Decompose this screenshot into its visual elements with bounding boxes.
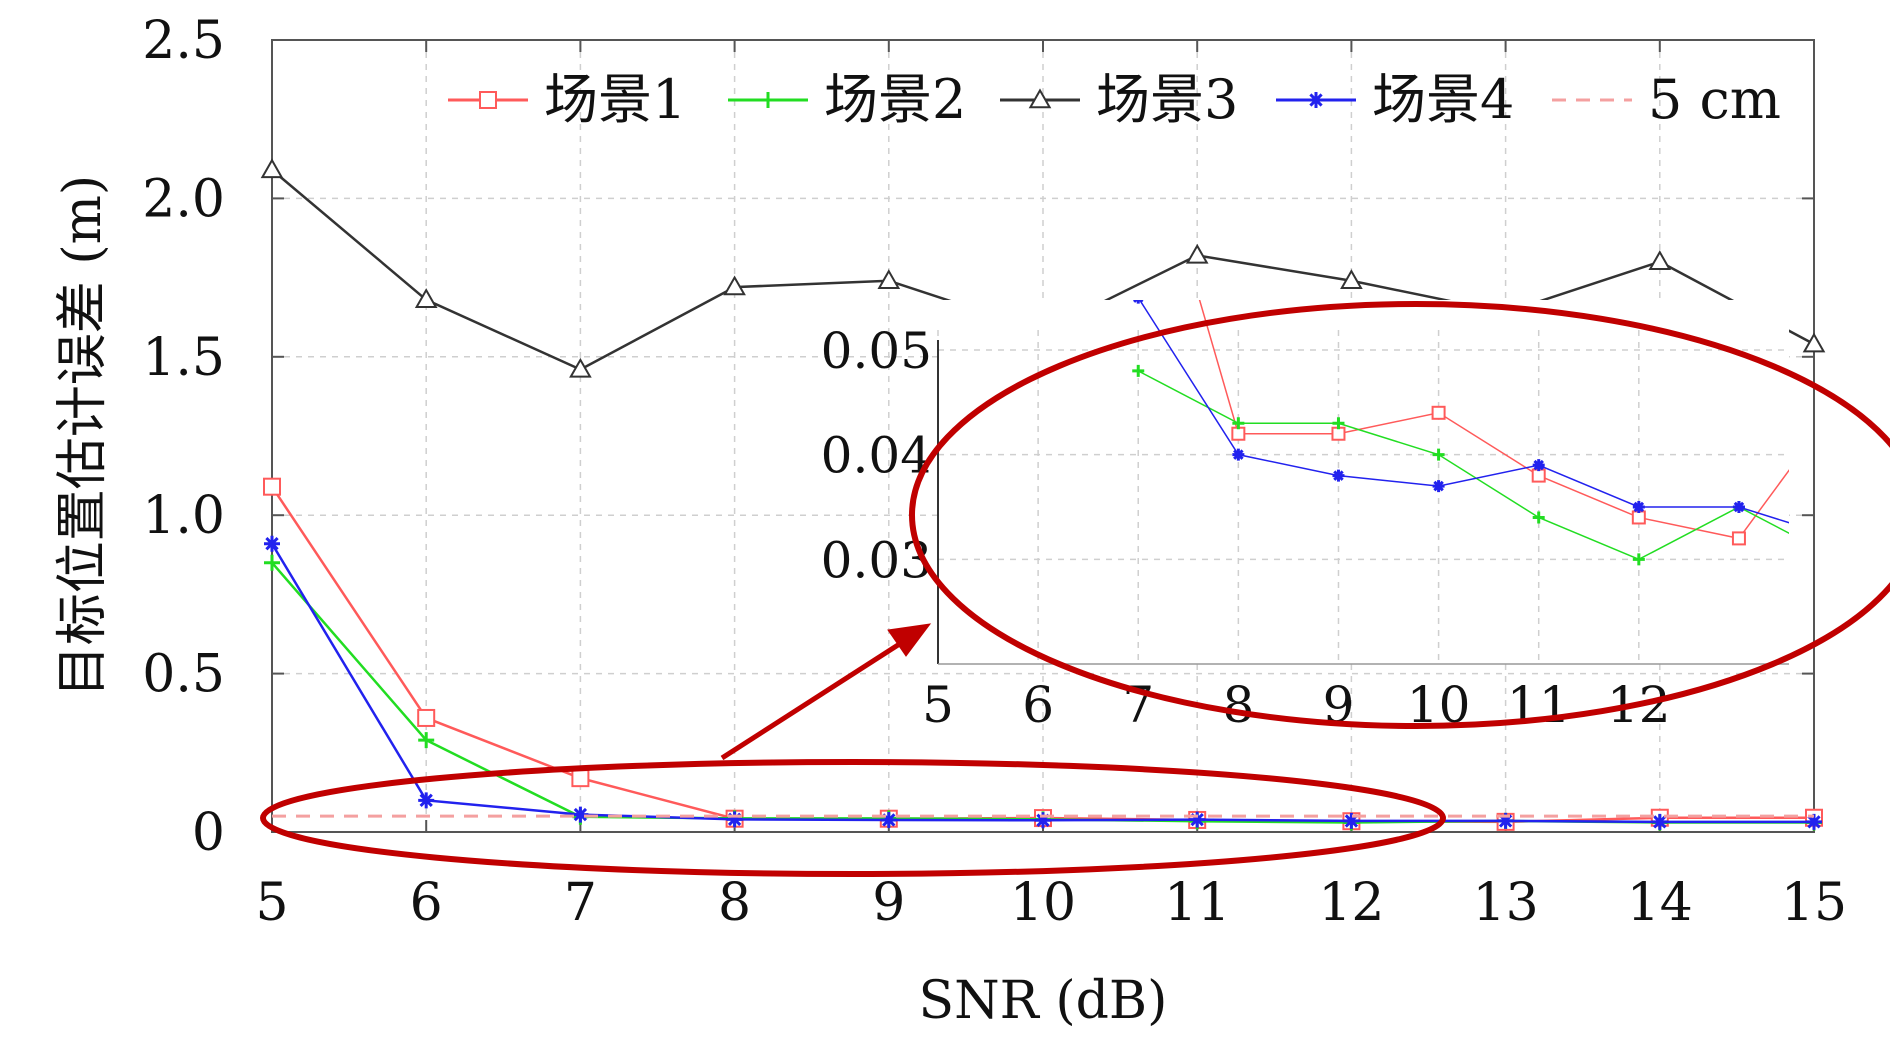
- x-tick-label: 12: [1318, 873, 1384, 933]
- y-tick-label: 0: [192, 803, 225, 863]
- x-tick-label: 9: [872, 873, 905, 933]
- legend-marker: [1308, 92, 1324, 108]
- legend-marker: [1028, 88, 1052, 109]
- inset-data-point: [1632, 553, 1645, 566]
- data-point: [1185, 243, 1209, 264]
- inset-data-point: [1432, 480, 1445, 493]
- x-tick-label: 10: [1010, 873, 1076, 933]
- x-tick-label: 13: [1473, 873, 1539, 933]
- inset-data-point: [1232, 417, 1245, 430]
- main-axes: 5 6 7 8 9 10 11 12 13 14 15 0 0.5 1.0 1.5 2.0 2.5: [142, 11, 1847, 933]
- inset-data-point: [1833, 532, 1845, 544]
- legend-marker: [479, 91, 497, 109]
- inset-data-point: [1732, 501, 1745, 513]
- inset-data-point: [1232, 448, 1245, 461]
- data-point: [1802, 332, 1826, 353]
- data-point: [571, 769, 590, 788]
- inset-series-1: [1198, 300, 1789, 546]
- y-tick-label: 2.0: [142, 169, 225, 229]
- data-point: [1340, 269, 1363, 289]
- inset-y-tick-label: 0.05: [821, 322, 932, 380]
- inset-data-point: [1332, 417, 1345, 430]
- y-tick-label: 2.5: [142, 11, 225, 71]
- inset-data-point: [1833, 553, 1845, 565]
- x-tick-label: 8: [718, 873, 751, 933]
- legend-label: 场景4: [1372, 68, 1514, 131]
- y-tick-label: 0.5: [142, 645, 225, 705]
- zoom-ellipse-region: [260, 759, 1446, 877]
- inset-data-point: [1731, 531, 1746, 546]
- legend-entry: 场景3: [1000, 68, 1238, 131]
- inset-data-point: [1332, 469, 1345, 482]
- y-tick-label: 1.5: [142, 328, 225, 388]
- x-tick-label: 11: [1164, 873, 1230, 933]
- legend-label: 5 cm: [1648, 68, 1781, 131]
- inset-data-point: [1132, 300, 1144, 304]
- zoom-ellipse-inset: [909, 301, 1890, 729]
- x-tick-label: 15: [1781, 873, 1847, 933]
- legend-entry: 场景1: [448, 68, 686, 131]
- x-tick-label: 5: [255, 873, 288, 933]
- zoom-arrow-head: [887, 623, 932, 657]
- legend-entry: 5 cm: [1552, 68, 1781, 131]
- zoom-arrow-shaft: [720, 633, 914, 761]
- data-point: [417, 708, 436, 727]
- series-4: [264, 535, 1822, 830]
- inset-series: [1132, 300, 1845, 566]
- x-tick-label: 7: [564, 873, 597, 933]
- data-point: [877, 269, 901, 289]
- data-point: [1343, 812, 1360, 829]
- x-tick-label: 14: [1627, 873, 1693, 933]
- inset-data-point: [1532, 459, 1545, 472]
- y-tick-label: 1.0: [142, 486, 225, 546]
- inset-data-point: [1132, 364, 1145, 377]
- inset-series-4: [1132, 300, 1845, 544]
- inset-x-tick-label: 5: [922, 676, 954, 734]
- data-point: [1651, 813, 1668, 830]
- inset-x-tick-label: 7: [1122, 676, 1154, 734]
- data-point: [880, 811, 897, 828]
- data-point: [1035, 812, 1051, 829]
- data-point: [569, 357, 592, 378]
- data-point: [572, 806, 589, 823]
- legend-label: 场景2: [824, 68, 966, 131]
- legend-entry: 场景4: [1276, 68, 1514, 131]
- x-axis-label: SNR (dB): [919, 971, 1168, 1031]
- inset-data-point: [1632, 501, 1645, 513]
- inset-data-point: [1231, 426, 1246, 441]
- data-point: [263, 477, 281, 496]
- data-point: [1189, 811, 1206, 828]
- data-point: [264, 535, 280, 552]
- zoom-annotations: [260, 301, 1890, 877]
- inset-data-point: [1531, 468, 1546, 483]
- data-point: [726, 811, 743, 828]
- data-point: [418, 792, 435, 809]
- inset-data-point: [1631, 510, 1646, 525]
- inset-data-point: [1431, 405, 1446, 420]
- inset-data-point: [1532, 511, 1545, 524]
- legend-label: 场景1: [544, 68, 686, 131]
- data-point: [414, 288, 438, 308]
- data-point: [1497, 812, 1514, 829]
- inset-y-tick-label: 0.04: [821, 427, 932, 485]
- inset-x-tick-label: 11: [1507, 676, 1571, 734]
- inset-x-tick-label: 8: [1222, 676, 1254, 734]
- y-axis-label: 目标位置估计误差 (m): [53, 175, 113, 697]
- data-point: [1648, 250, 1672, 270]
- data-point: [723, 275, 746, 296]
- x-tick-label: 6: [410, 873, 443, 933]
- inset-data-point: [1432, 448, 1445, 461]
- data-point: [264, 554, 280, 571]
- legend-label: 场景3: [1096, 68, 1238, 131]
- data-point: [1806, 813, 1822, 830]
- inset-background: [938, 300, 1789, 664]
- data-point: [418, 732, 435, 749]
- data-point: [260, 158, 284, 179]
- legend: 场景1 场景2 场景3 场景4 5 cm: [448, 68, 1781, 131]
- inset-data-point: [1331, 426, 1346, 441]
- inset-x-tick-label: 6: [1022, 676, 1054, 734]
- legend-marker: [760, 92, 776, 108]
- legend-entry: 场景2: [728, 68, 966, 131]
